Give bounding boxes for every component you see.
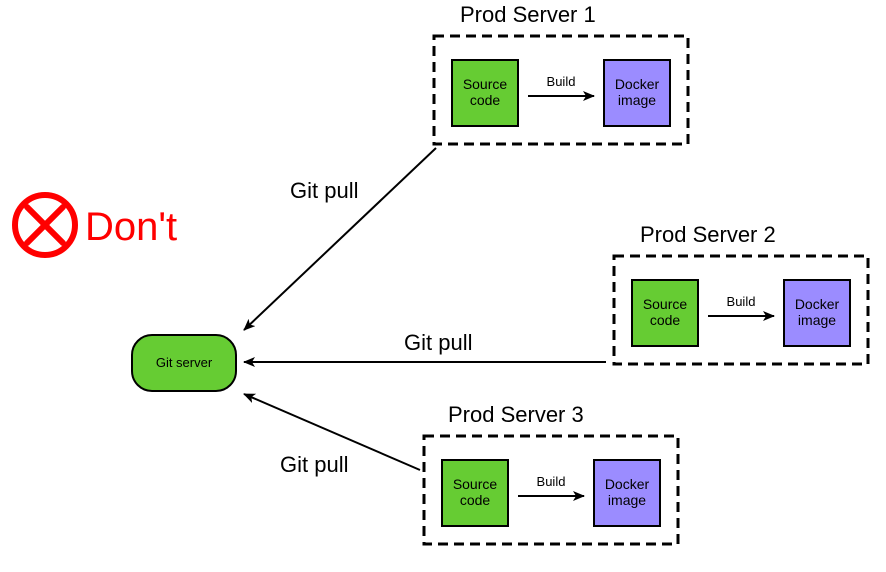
git-pull-label-1: Git pull xyxy=(290,178,358,203)
prod-server-1: Prod Server 1 Sourcecode Dockerimage Build xyxy=(434,2,688,144)
diagram-canvas: Don't Git server Prod Server 1Sourcecode… xyxy=(0,0,886,572)
docker-image-label1: Docker xyxy=(795,296,840,312)
docker-image-label2: image xyxy=(608,492,646,508)
docker-image-label2: image xyxy=(798,312,836,328)
git-pull-label-2: Git pull xyxy=(404,330,472,355)
source-code-label2: code xyxy=(470,92,501,108)
source-code-label2: code xyxy=(460,492,491,508)
dont-label: Don't xyxy=(85,205,177,249)
build-label: Build xyxy=(727,294,756,309)
docker-image-label1: Docker xyxy=(615,76,660,92)
server-title: Prod Server 2 xyxy=(640,222,776,247)
git-pull-label-3: Git pull xyxy=(280,452,348,477)
prod-server-3: Prod Server 3 Sourcecode Dockerimage Build xyxy=(424,402,678,544)
prod-server-2: Prod Server 2 Sourcecode Dockerimage Build xyxy=(614,222,868,364)
git-pull-arrow-1 xyxy=(244,148,436,330)
docker-image-label1: Docker xyxy=(605,476,650,492)
build-label: Build xyxy=(537,474,566,489)
dont-icon xyxy=(15,195,75,255)
server-title: Prod Server 3 xyxy=(448,402,584,427)
source-code-label1: Source xyxy=(643,296,688,312)
source-code-label1: Source xyxy=(453,476,498,492)
server-title: Prod Server 1 xyxy=(460,2,596,27)
git-server-label: Git server xyxy=(156,355,213,370)
docker-image-label2: image xyxy=(618,92,656,108)
source-code-label2: code xyxy=(650,312,681,328)
build-label: Build xyxy=(547,74,576,89)
git-server-node: Git server xyxy=(132,335,236,391)
source-code-label1: Source xyxy=(463,76,508,92)
